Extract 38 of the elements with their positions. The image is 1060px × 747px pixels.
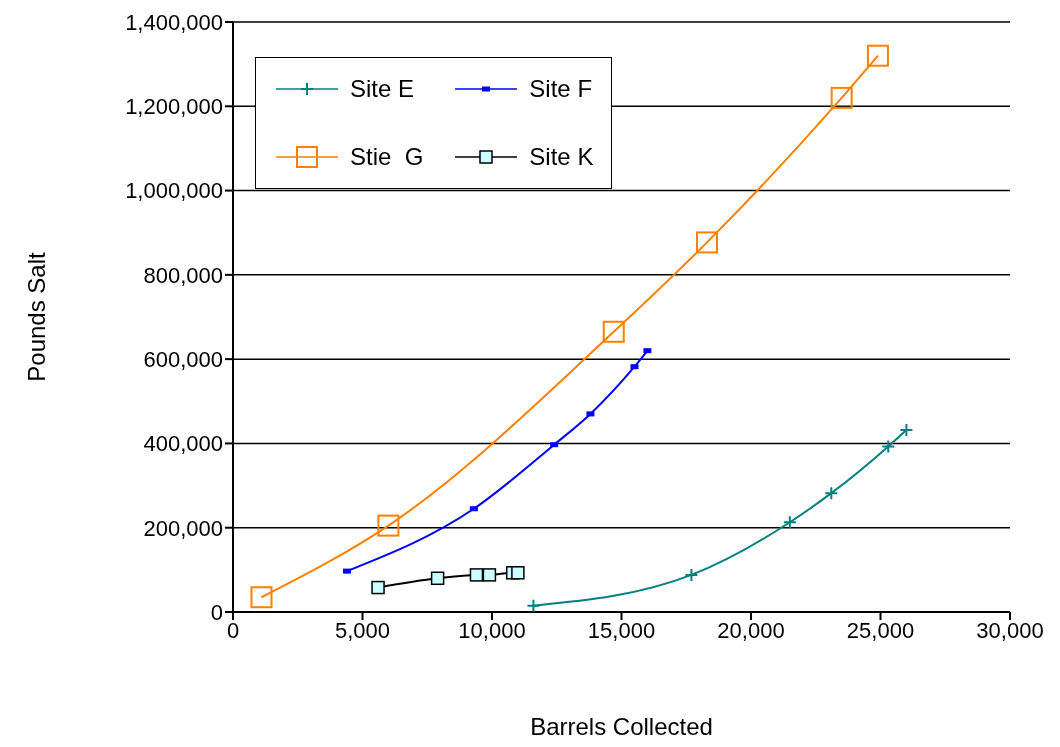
point	[250, 586, 273, 609]
point	[377, 514, 400, 537]
y-tick-label: 800,000	[143, 262, 223, 288]
point	[830, 86, 853, 109]
x-tick-label: 10,000	[458, 617, 526, 643]
y-tick-label: 200,000	[143, 515, 223, 541]
legend-label: Site K	[529, 143, 594, 171]
point	[881, 439, 896, 454]
point	[526, 598, 541, 612]
x-axis-title: Barrels Collected	[530, 713, 713, 740]
y-tick-label: 400,000	[143, 431, 223, 457]
x-tick-label: 25,000	[846, 617, 915, 643]
legend-label: Stie G	[350, 143, 424, 171]
y-tick-label: 1,200,000	[125, 94, 223, 120]
point	[430, 571, 445, 586]
point	[824, 486, 839, 501]
x-tick-label: 5,000	[334, 617, 391, 643]
x-tick-label: 20,000	[717, 617, 785, 643]
point	[482, 568, 497, 582]
point	[684, 567, 699, 582]
point	[469, 568, 484, 582]
legend-label: Site E	[350, 75, 415, 103]
y-tick-label: 600,000	[143, 346, 223, 372]
point	[899, 422, 914, 437]
y-tick-label: 1,400,000	[125, 9, 223, 35]
x-tick-label: 0	[226, 617, 240, 643]
point	[371, 580, 385, 595]
y-tick-label: 0	[210, 599, 223, 625]
y-axis-title: Pounds Salt	[22, 251, 50, 382]
x-tick-label: 30,000	[976, 617, 1044, 643]
point	[782, 515, 797, 530]
point	[511, 566, 525, 580]
point	[695, 231, 718, 254]
x-tick-label: 15,000	[587, 617, 656, 643]
legend-label: Site F	[529, 75, 593, 103]
y-tick-label: 1,000,000	[125, 178, 223, 204]
point	[866, 44, 889, 67]
point	[602, 320, 625, 343]
